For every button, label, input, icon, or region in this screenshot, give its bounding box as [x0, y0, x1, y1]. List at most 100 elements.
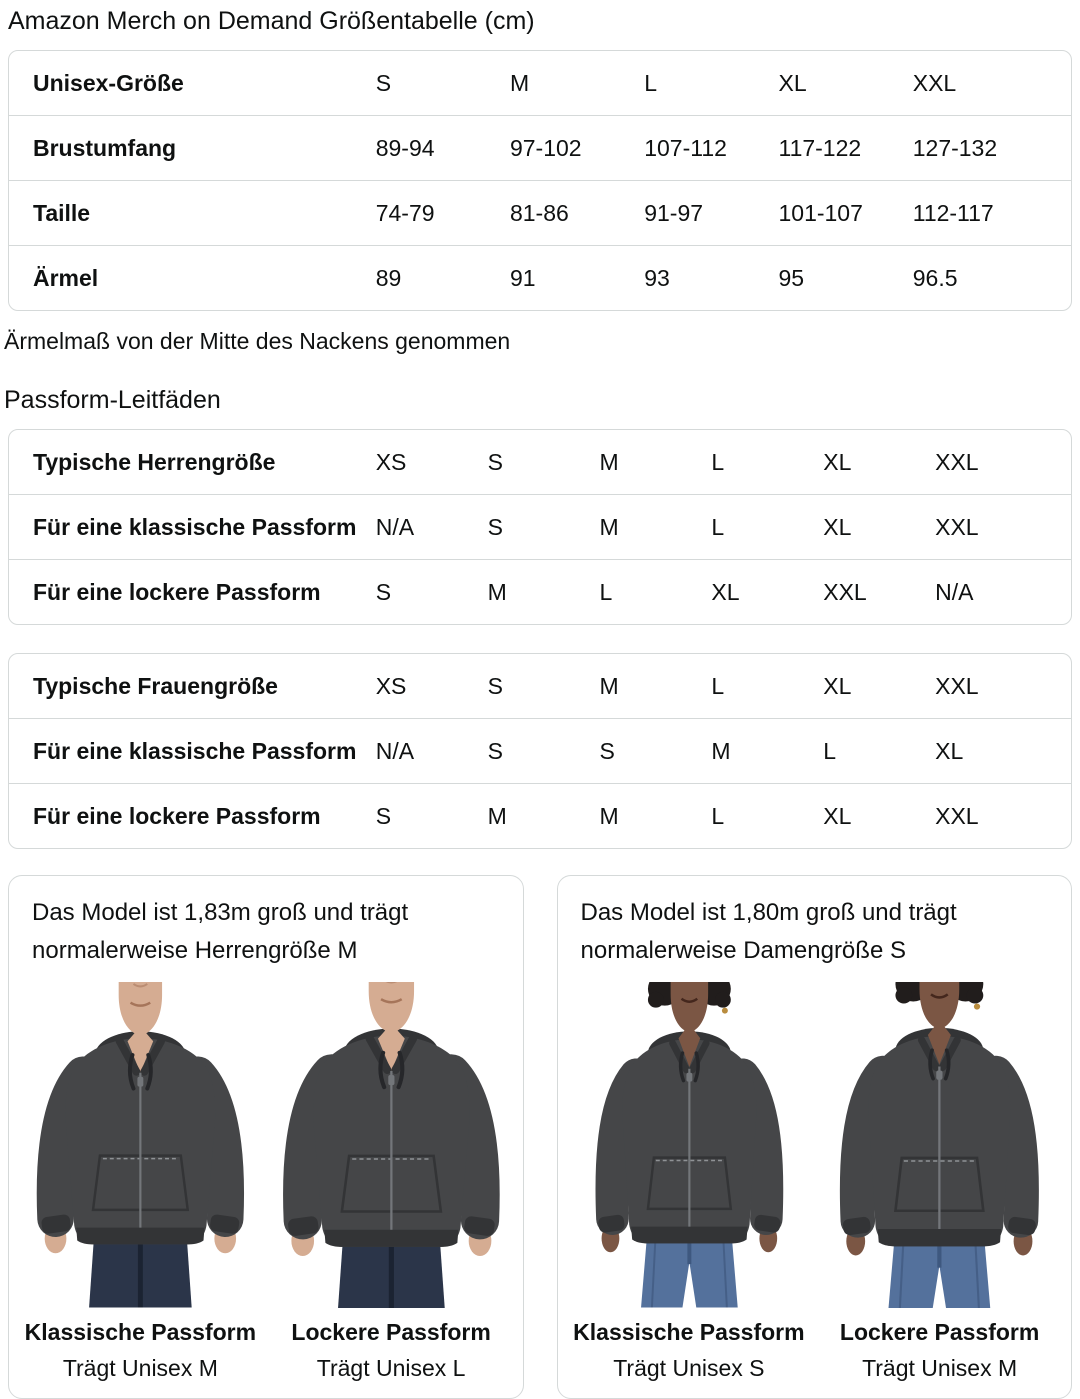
size-label: Trägt Unisex L: [316, 1354, 466, 1381]
cell-value: L: [711, 672, 725, 699]
fit-label: Lockere Passform: [291, 1318, 491, 1345]
size-label: Trägt Unisex S: [613, 1354, 765, 1381]
model-figure: Klassische Passform Trägt Unisex M: [22, 982, 259, 1386]
cell-value: S: [599, 737, 615, 764]
table-row: Für eine klassische Passform N/A S S M L…: [9, 718, 1071, 783]
cell-value: 101-107: [778, 199, 863, 226]
cell-value: M: [509, 69, 530, 96]
cell-value: 74-79: [375, 199, 435, 226]
cell-value: L: [599, 578, 613, 605]
cell-value: S: [375, 69, 392, 96]
row-label: Für eine lockere Passform: [33, 578, 321, 605]
cell-value: 117-122: [778, 134, 862, 161]
row-label: Unisex-Größe: [33, 69, 184, 96]
cell-value: 81-86: [509, 199, 569, 226]
row-label: Ärmel: [33, 264, 99, 291]
row-label: Taille: [33, 199, 91, 226]
cell-value: S: [487, 672, 503, 699]
cell-value: L: [823, 737, 837, 764]
model-photo-male-classic-fit: [22, 982, 259, 1308]
cell-value: XS: [375, 672, 407, 699]
cell-value: N/A: [375, 513, 415, 540]
cell-value: L: [711, 513, 725, 540]
model-figure: Lockere Passform Trägt Unisex L: [272, 982, 510, 1386]
cell-value: XXL: [935, 513, 979, 540]
row-label: Für eine klassische Passform: [33, 513, 357, 540]
row-label: Für eine klassische Passform: [33, 737, 357, 764]
cell-value: N/A: [935, 578, 974, 605]
cell-value: 97-102: [509, 134, 582, 161]
cell-value: 91: [509, 264, 536, 291]
cell-value: 107-112: [644, 134, 727, 161]
cell-value: 91-97: [644, 199, 704, 226]
cell-value: L: [711, 448, 725, 475]
table-row: Ärmel 89 91 93 95 96.5: [9, 245, 1071, 310]
cell-value: 112-117: [912, 199, 994, 226]
cell-value: 89: [375, 264, 402, 291]
cell-value: M: [711, 737, 731, 764]
sleeve-footnote: Ärmelmaß von der Mitte des Nackens genom…: [4, 328, 511, 354]
table-row: Für eine klassische Passform N/A S M L X…: [9, 494, 1071, 559]
cell-value: XXL: [823, 578, 867, 605]
table-row: Typische Herrengröße XS S M L XL XXL: [9, 430, 1071, 494]
cell-value: M: [599, 513, 619, 540]
size-label: Trägt Unisex M: [62, 1354, 218, 1381]
cell-value: M: [599, 802, 619, 829]
fit-label: Klassische Passform: [24, 1318, 257, 1345]
size-table: Unisex-Größe S M L XL XXL Brustumfang 89…: [8, 50, 1072, 311]
cell-value: XL: [823, 802, 852, 829]
card-description: Das Model ist 1,80m groß und trägt norma…: [580, 899, 957, 964]
cell-value: XL: [823, 448, 852, 475]
model-card-men: Das Model ist 1,83m groß und trägt norma…: [8, 875, 524, 1399]
cell-value: XL: [935, 737, 964, 764]
fit-guides-heading: Passform-Leitfäden: [4, 386, 221, 414]
cell-value: XL: [823, 513, 852, 540]
cell-value: 127-132: [912, 134, 998, 161]
cell-value: M: [487, 578, 507, 605]
page-title: Amazon Merch on Demand Größentabelle (cm…: [8, 7, 535, 35]
fit-table-women: Typische Frauengröße XS S M L XL XXL Für…: [8, 653, 1072, 849]
row-label: Typische Herrengröße: [33, 448, 276, 475]
cell-value: XXL: [935, 448, 979, 475]
cell-value: 96.5: [912, 264, 958, 291]
cell-value: N/A: [375, 737, 415, 764]
cell-value: 93: [644, 264, 670, 291]
card-description: Das Model ist 1,83m groß und trägt norma…: [32, 899, 409, 964]
cell-value: M: [487, 802, 507, 829]
row-label: Typische Frauengröße: [33, 672, 278, 699]
cell-value: XS: [375, 448, 407, 475]
fit-label: Lockere Passform: [839, 1318, 1040, 1345]
model-cards: Das Model ist 1,83m groß und trägt norma…: [8, 875, 1072, 1399]
cell-value: S: [487, 513, 503, 540]
cell-value: XXL: [935, 802, 979, 829]
table-row: Brustumfang 89-94 97-102 107-112 117-122…: [9, 115, 1071, 180]
cell-value: XL: [823, 672, 852, 699]
row-label: Für eine lockere Passform: [33, 802, 321, 829]
table-row: Für eine lockere Passform S M M L XL XXL: [9, 783, 1071, 848]
fit-table-men: Typische Herrengröße XS S M L XL XXL Für…: [8, 429, 1072, 625]
cell-value: M: [599, 448, 619, 475]
cell-value: S: [487, 448, 503, 475]
cell-value: 95: [778, 264, 805, 291]
cell-value: XL: [778, 69, 807, 96]
model-card-women: Das Model ist 1,80m groß und trägt norma…: [556, 875, 1072, 1399]
size-label: Trägt Unisex M: [862, 1354, 1018, 1381]
cell-value: S: [487, 737, 503, 764]
model-photo-female-loose-fit: [821, 982, 1058, 1308]
cell-value: 89-94: [375, 134, 435, 161]
table-row: Für eine lockere Passform S M L XL XXL N…: [9, 559, 1071, 624]
cell-value: XL: [711, 578, 740, 605]
cell-value: M: [599, 672, 619, 699]
cell-value: S: [375, 802, 392, 829]
model-photo-male-loose-fit: [272, 982, 510, 1308]
table-row: Unisex-Größe S M L XL XXL: [9, 51, 1071, 115]
table-row: Typische Frauengröße XS S M L XL XXL: [9, 654, 1071, 718]
model-figure: Klassische Passform Trägt Unisex S: [570, 982, 808, 1386]
cell-value: XXL: [935, 672, 979, 699]
fit-label: Klassische Passform: [573, 1318, 805, 1345]
cell-value: S: [375, 578, 392, 605]
cell-value: L: [644, 69, 658, 96]
table-row: Taille 74-79 81-86 91-97 101-107 112-117: [9, 180, 1071, 245]
cell-value: L: [711, 802, 725, 829]
model-figure: Lockere Passform Trägt Unisex M: [821, 982, 1058, 1386]
